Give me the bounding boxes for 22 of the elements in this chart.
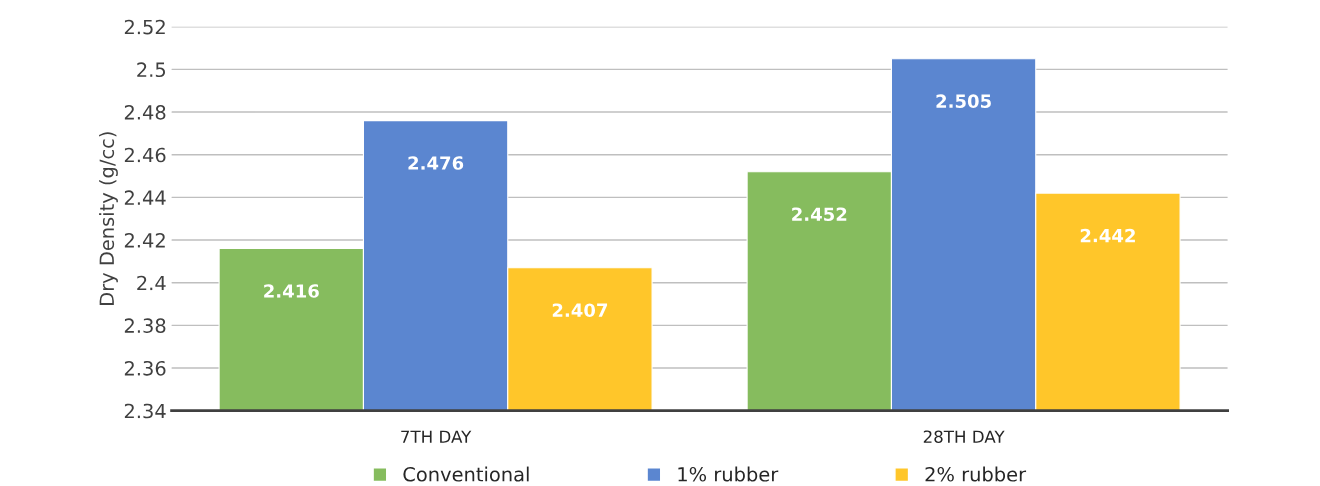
y-tick-label: 2.5: [137, 62, 166, 78]
y-tick-label: 2.42: [124, 232, 165, 248]
y-tick-label: 2.52: [124, 19, 165, 35]
y-tick-label: 2.46: [124, 147, 166, 163]
data-label: 2.505: [936, 94, 991, 108]
data-label: 2.476: [408, 156, 464, 170]
legend-label: 1% rubber: [678, 466, 779, 482]
y-tick-label: 2.44: [124, 190, 166, 205]
y-tick-label: 2.4: [137, 275, 166, 291]
data-label: 2.452: [792, 207, 847, 222]
legend-label: 2% rubber: [925, 466, 1027, 482]
x-tick-label: 28TH DAY: [923, 430, 1005, 444]
data-label: 2.442: [1080, 228, 1135, 243]
data-label: 2.407: [552, 303, 608, 318]
y-tick-label: 2.48: [124, 105, 166, 120]
data-label: 2.416: [264, 284, 319, 298]
legend-label: Conventional: [403, 466, 529, 482]
y-tick-label: 2.36: [124, 360, 166, 376]
y-axis-title: Dry Density (g/cc): [99, 132, 118, 305]
x-tick-label: 7TH DAY: [401, 430, 472, 443]
y-tick-label: 2.38: [124, 318, 166, 334]
y-tick-label: 2.34: [124, 403, 166, 419]
